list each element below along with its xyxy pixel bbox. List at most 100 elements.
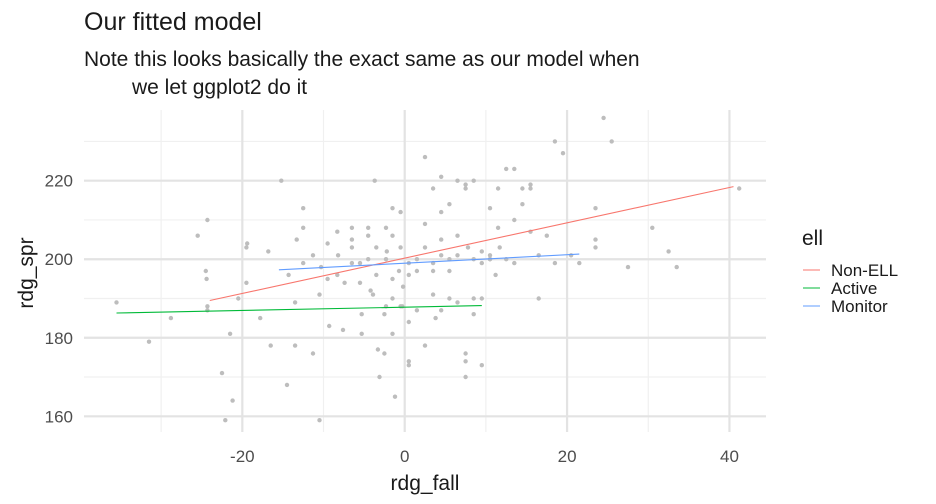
scatter-point xyxy=(292,300,298,305)
chart-title: Our fitted model xyxy=(84,8,262,36)
scatter-point xyxy=(398,245,403,250)
scatter-point xyxy=(382,312,387,317)
grid-major xyxy=(84,110,766,432)
scatter-point xyxy=(495,186,501,191)
scatter-point xyxy=(414,257,420,262)
chart-subtitle-line-1: Note this looks basically the exact same… xyxy=(84,48,640,71)
scatter-point xyxy=(370,292,376,297)
scatter-point xyxy=(439,308,444,313)
scatter-point xyxy=(146,339,152,344)
scatter-point xyxy=(325,276,330,282)
scatter-point xyxy=(366,233,371,238)
scatter-point xyxy=(349,245,355,250)
scatter-point xyxy=(433,315,438,321)
scatter-point xyxy=(205,308,210,313)
scatter-point xyxy=(601,115,606,121)
scatter-point xyxy=(463,374,468,380)
scatter-point xyxy=(390,331,395,336)
scatter-point xyxy=(400,284,406,289)
scatter-point xyxy=(286,272,291,278)
scatter-point xyxy=(400,304,405,309)
scatter-point xyxy=(495,225,501,230)
fit-line-active xyxy=(116,305,482,314)
scatter-point xyxy=(560,151,566,156)
scatter-point xyxy=(479,363,484,368)
scatter-point xyxy=(479,249,484,254)
scatter-point xyxy=(398,209,403,215)
scatter-point xyxy=(244,280,249,285)
scatter-point xyxy=(504,166,509,172)
scatter-point xyxy=(406,363,411,368)
scatter-point xyxy=(568,253,574,258)
y-axis-title: rdg_spr xyxy=(15,237,38,308)
x-tick-label: 20 xyxy=(558,447,577,466)
scatter-points xyxy=(114,115,742,423)
scatter-point xyxy=(406,272,411,278)
scatter-point xyxy=(471,296,476,301)
legend-title: ell xyxy=(802,227,823,250)
scatter-point xyxy=(447,268,452,274)
x-axis-title: rdg_fall xyxy=(391,472,460,495)
scatter-point xyxy=(382,351,387,356)
scatter-point xyxy=(349,237,355,242)
scatter-point xyxy=(650,225,655,230)
scatter-point xyxy=(374,245,379,250)
fitted-lines xyxy=(116,186,734,314)
chart-subtitle-line-2: we let ggplot2 do it xyxy=(131,76,307,99)
scatter-point xyxy=(301,206,306,211)
scatter-point xyxy=(349,225,355,230)
scatter-point xyxy=(593,237,598,242)
scatter-point xyxy=(430,292,436,297)
scatter-point xyxy=(284,382,290,388)
scatter-point xyxy=(392,394,398,399)
x-axis-ticks: -20 0 20 40 xyxy=(230,447,739,466)
scatter-point xyxy=(236,296,241,301)
scatter-point xyxy=(625,264,631,270)
scatter-point xyxy=(520,186,525,191)
grid-minor xyxy=(84,110,766,432)
scatter-point xyxy=(463,186,468,191)
scatter-point xyxy=(230,398,235,403)
scatter-point xyxy=(471,178,476,183)
scatter-point xyxy=(292,343,298,348)
scatter-point xyxy=(244,245,249,250)
y-axis-ticks: 160 180 200 220 xyxy=(45,172,73,427)
scatter-point xyxy=(447,296,452,301)
scatter-point xyxy=(205,217,210,223)
scatter-point xyxy=(609,139,614,144)
scatter-point xyxy=(422,343,428,348)
scatter-point xyxy=(593,245,598,250)
scatter-point xyxy=(349,260,355,266)
scatter-point xyxy=(384,249,389,254)
scatter-point xyxy=(487,253,493,258)
y-tick-label: 200 xyxy=(45,250,73,269)
scatter-point xyxy=(512,166,517,172)
scatter-point xyxy=(383,225,389,230)
scatter-point xyxy=(375,347,381,352)
scatter-point xyxy=(335,272,340,278)
scatter-point xyxy=(357,280,363,285)
y-tick-label: 220 xyxy=(45,172,73,191)
scatter-point xyxy=(335,229,340,234)
scatter-point xyxy=(479,296,484,301)
scatter-point xyxy=(463,182,468,187)
scatter-point xyxy=(414,308,420,313)
scatter-point xyxy=(406,319,411,325)
scatter-point xyxy=(203,268,208,274)
scatter-point xyxy=(205,304,210,309)
scatter-point xyxy=(512,260,517,266)
scatter-point xyxy=(414,268,420,274)
x-tick-label: 40 xyxy=(720,447,739,466)
scatter-point xyxy=(317,292,322,297)
y-tick-label: 180 xyxy=(45,329,73,348)
scatter-point xyxy=(327,323,332,329)
scatter-point xyxy=(301,225,306,230)
scatter-point xyxy=(455,300,460,305)
y-tick-label: 160 xyxy=(45,407,73,426)
scatter-point xyxy=(471,312,476,317)
scatter-point xyxy=(227,331,233,336)
scatter-point xyxy=(577,260,582,266)
